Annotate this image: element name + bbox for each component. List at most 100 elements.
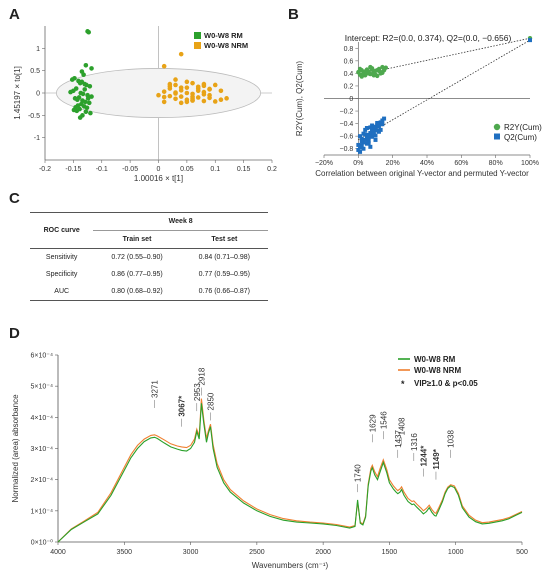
nrm-point [161,94,167,100]
rm-point [87,84,93,89]
nrm-point [218,97,224,102]
r2-point [361,71,366,77]
rm-point [79,79,85,85]
nrm-point [195,95,201,100]
q2-point [368,144,373,149]
legend-label: W0-W8 NRM [204,41,248,50]
x-tick-label: 20% [386,160,400,167]
r2-point [383,65,388,70]
x-tick-label: 80% [489,160,503,167]
x-tick-label: 3500 [116,549,132,556]
legend-note: VIP≥1.0 & p<0.05 [414,379,478,388]
legend-label: W0-W8 RM [414,355,456,364]
x-tick-label: 500 [516,549,528,556]
q2-point [370,127,375,132]
rm-point [83,109,89,115]
q2-point [366,136,371,141]
y-tick-label: 0.2 [344,83,354,90]
peak-label: 2918 [197,367,206,385]
x-tick-label: -0.05 [122,166,138,173]
peak-label: 1038 [447,430,456,448]
q2-point [358,149,363,154]
roc-cell-test: 0.76 (0.66–0.87) [180,283,268,301]
rm-point [74,108,80,114]
q2-point [358,134,363,139]
nrm-point [195,88,201,94]
opls-da-score-plot: -0.2 -0.15 -0.1 -0.05 0 0.05 0.1 0.15 0.2 -1 -0.5 0… [13,26,277,183]
x-tick-label: 0.1 [210,166,220,173]
y-tick-label: 6×10⁻⁴ [31,353,53,360]
r2-point [368,64,373,70]
nrm-point [212,82,218,88]
rm-point [84,105,90,111]
roc-cell-test: 0.84 (0.71–0.98) [180,248,268,266]
y-tick-label: -0.5 [28,113,40,120]
rm-point [75,97,80,102]
x-axis-title: Correlation between original Y-vector an… [315,169,529,178]
q2-point [361,146,366,151]
peak-label: 1546 [379,411,388,429]
roc-header-group: Week 8 [93,212,268,231]
ftir-spectrum-chart: 0×10⁻⁰ 1×10⁻⁴ 2×10⁻⁴ 3×10⁻⁴ 4×10⁻⁴ 5×10⁻⁴ 6×10… [11,353,528,571]
x-axis-title: Wavenumbers (cm⁻¹) [252,561,329,570]
nrm-point [178,51,184,57]
nrm-point [178,88,184,93]
nrm-spectrum-line [57,398,523,543]
y-tick-label: 1 [36,46,40,53]
nrm-point [167,93,173,99]
rm-point [82,99,88,105]
x-tick-label: 100% [521,160,539,167]
y-axis-title: R2Y(Cum), Q2(Cum) [295,61,304,136]
panel-letter-a: A [9,6,20,23]
x-tick-label: 2500 [249,549,265,556]
nrm-point [207,86,212,92]
y-axis-title: Normalized (area) absorbance [11,394,20,503]
y-tick-label: −0.6 [340,134,354,141]
y-tick-label: 0 [36,91,40,98]
nrm-point [218,88,224,94]
nrm-point [161,63,167,69]
roc-cell-test: 0.77 (0.59–0.95) [198,271,251,278]
panel-letter-c: C [9,190,20,207]
nrm-point [207,92,212,98]
y-tick-label: −0.4 [340,121,354,128]
x-tick-label: 2000 [315,549,331,556]
rm-point [86,29,91,35]
y-tick-label: 0.8 [344,46,354,53]
x-tick-label: -0.1 [96,166,108,173]
y-axis-title: 1.45197 × to[1] [13,66,22,120]
peak-label: 1629 [368,414,377,432]
peak-label: 1740 [354,464,363,482]
rm-point [83,63,89,68]
y-tick-label: 0.5 [30,68,40,75]
legend-label: R2Y(Cum) [504,123,542,132]
roc-row-label: Specificity [45,271,78,278]
y-tick-label: 4×10⁻⁴ [31,415,53,422]
nrm-point [173,77,178,82]
y-tick-label: −0.2 [340,109,354,116]
nrm-point [201,89,207,95]
nrm-point [156,92,161,98]
nrm-point [190,80,195,86]
roc-table: ROC curve Week 8 Train set Test set Sens… [30,212,268,301]
nrm-point [173,82,178,88]
nrm-point [190,97,195,103]
peak-label: 1316 [410,433,419,451]
roc-cell-train: 0.86 (0.77–0.95) [111,271,163,278]
nrm-point [173,91,178,96]
roc-header-test: Test set [211,236,238,243]
peak-label: 3067* [178,395,187,417]
x-tick-label: 0.2 [267,166,277,173]
r2-point [371,73,376,78]
peak-label: 1408 [398,417,407,435]
rm-point [86,100,92,106]
nrm-point [224,96,229,101]
rm-point [89,66,94,71]
legend-label: W0-W8 RM [204,31,243,40]
nrm-point [178,94,184,99]
q2-point [380,122,385,127]
roc-row-label: AUC [30,283,94,301]
nrm-point [161,99,167,105]
rm-point [88,110,93,116]
q2-point [359,139,364,144]
